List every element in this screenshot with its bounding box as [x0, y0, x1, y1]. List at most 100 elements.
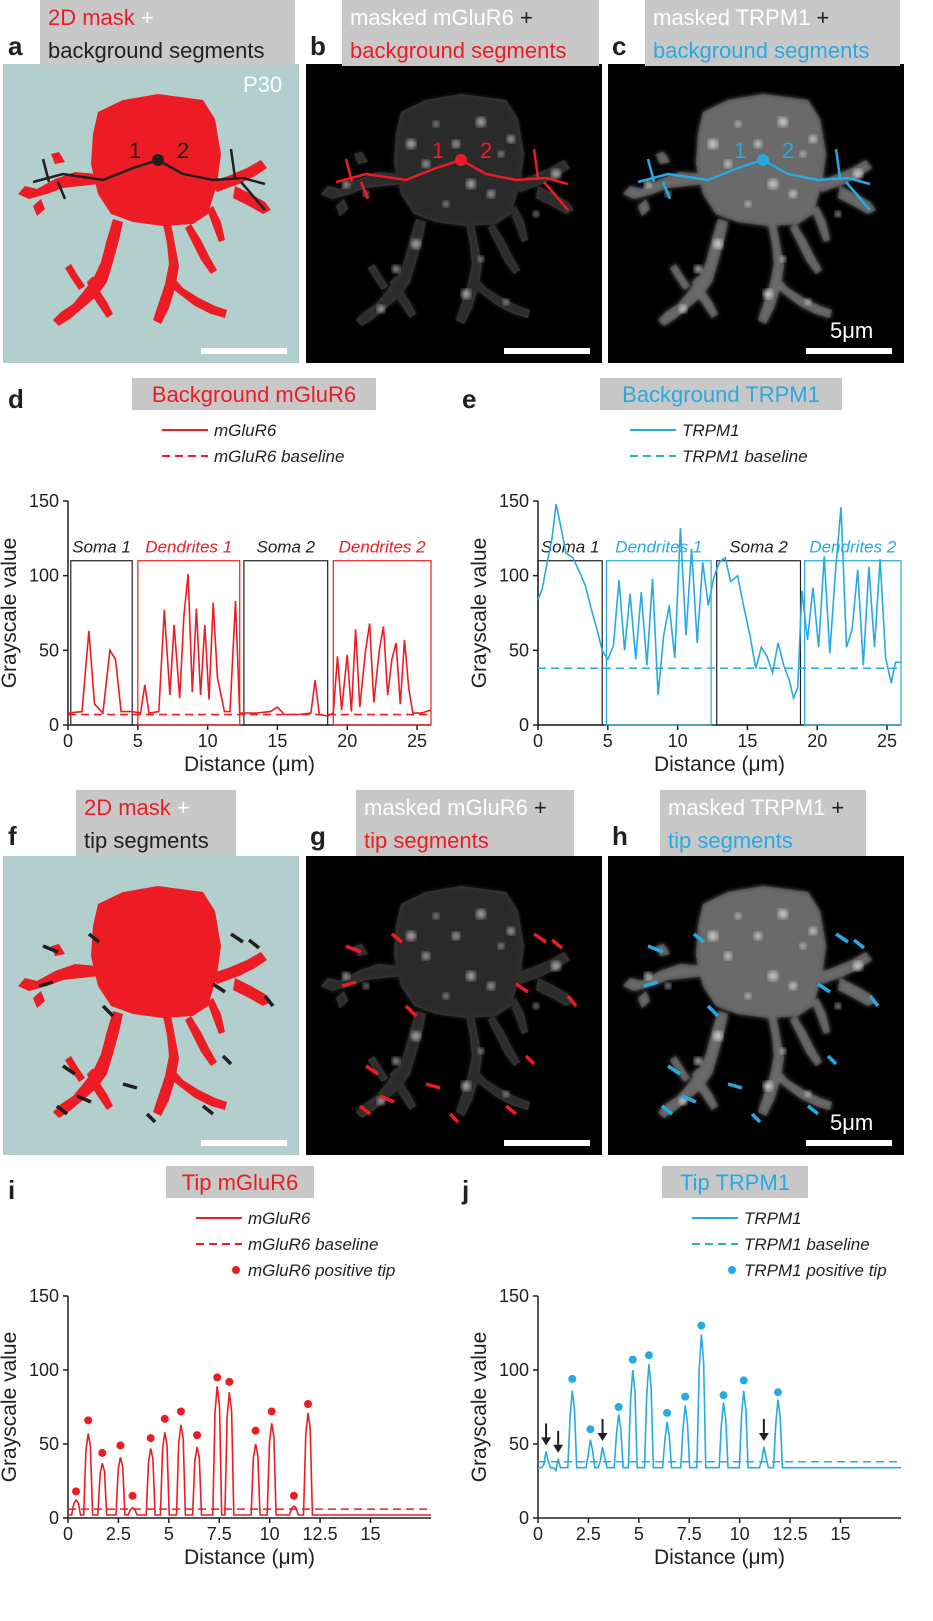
y-tick-label: 150: [499, 491, 529, 511]
puncta: [466, 179, 476, 189]
x-tick-label: 15: [830, 1524, 850, 1544]
puncta: [713, 1031, 723, 1041]
tip-segment: [230, 932, 244, 944]
puncta: [533, 211, 539, 217]
x-tick-label: 20: [807, 731, 827, 751]
puncta: [342, 180, 350, 188]
tip-segment: [221, 1054, 233, 1066]
tip-segment: [750, 1112, 762, 1124]
region-label: Dendrites 2: [809, 538, 896, 557]
x-axis-label: Distance (μm): [184, 753, 315, 776]
background-segment-branches: [646, 148, 871, 211]
positive-tip-dot: [72, 1487, 81, 1496]
region-label: Soma 1: [72, 538, 131, 557]
y-axis-label: Grayscale value: [0, 538, 21, 689]
y-tick-label: 0: [519, 1508, 529, 1528]
segment-label-1: 1: [734, 138, 746, 163]
tip-segment: [692, 932, 706, 944]
header-box-b-2: [342, 33, 599, 66]
series-line: [68, 1386, 431, 1516]
x-tick-label: 0: [533, 731, 543, 751]
puncta: [533, 1003, 539, 1009]
x-tick-label: 12.5: [773, 1524, 808, 1544]
scale-bar: [504, 1140, 590, 1146]
header-item-c: masked TRPM1: [653, 5, 810, 30]
puncta: [708, 139, 718, 149]
positive-tip-dot: [213, 1373, 222, 1382]
puncta: [735, 913, 741, 919]
puncta: [461, 289, 471, 299]
puncta: [551, 961, 561, 971]
puncta: [644, 180, 652, 188]
positive-tip-dot: [193, 1431, 202, 1440]
puncta: [503, 1091, 509, 1097]
header-plus-c: +: [810, 5, 829, 30]
puncta: [461, 1081, 471, 1091]
image-panel-c: 1 2 5μm: [608, 64, 904, 363]
y-axis-label: Grayscale value: [0, 1332, 21, 1483]
puncta: [507, 927, 515, 935]
image-panel-h: 5μm: [608, 856, 904, 1155]
x-tick-label: 0: [533, 1524, 543, 1544]
segment-label-1: 1: [129, 138, 141, 163]
region-label: Dendrites 1: [145, 538, 232, 557]
puncta: [452, 932, 460, 940]
panel-label-a: a: [8, 31, 23, 61]
chart-title-box: [166, 1166, 314, 1198]
y-tick-label: 100: [29, 1360, 59, 1380]
puncta: [487, 982, 495, 990]
tip-segment: [566, 994, 578, 1008]
positive-tip-dot: [586, 1425, 595, 1434]
segment-junction-dot: [455, 154, 467, 166]
puncta: [665, 983, 671, 989]
header-item-a: 2D mask: [48, 5, 136, 30]
segment-label-2: 2: [177, 138, 189, 163]
puncta: [835, 1003, 841, 1009]
header-line1-f: 2D mask +: [84, 795, 190, 820]
x-tick-label: 0: [63, 731, 73, 751]
chart-title-box: [662, 1166, 808, 1198]
tip-segment: [38, 980, 54, 988]
x-tick-label: 25: [407, 731, 427, 751]
segment-label-1: 1: [432, 138, 444, 163]
region-box: [137, 560, 241, 726]
y-tick-label: 100: [499, 1360, 529, 1380]
x-tick-label: 10: [730, 1524, 750, 1544]
y-tick-label: 100: [499, 566, 529, 586]
series-line: [538, 1334, 901, 1473]
positive-tip-dot: [176, 1407, 185, 1416]
puncta: [392, 265, 400, 273]
region-box: [804, 560, 902, 726]
x-tick-label: 5: [164, 1524, 174, 1544]
header-box-c-2: [645, 33, 900, 66]
y-tick-label: 50: [39, 1434, 59, 1454]
tip-segment: [868, 994, 880, 1008]
tip-segment: [524, 1054, 536, 1066]
tip-segment: [55, 1104, 69, 1116]
positive-tip-dot: [84, 1416, 93, 1425]
legend-swatch-dot: [232, 1266, 240, 1274]
positive-tip-dot: [267, 1407, 276, 1416]
header-plus-b: +: [514, 5, 533, 30]
header-line2-h: tip segments: [668, 828, 793, 853]
y-tick-label: 50: [509, 1434, 529, 1454]
header-line1-c: masked TRPM1 +: [653, 5, 829, 30]
panel-label-j: j: [461, 1175, 469, 1205]
positive-tip-dot: [116, 1441, 125, 1450]
puncta: [503, 299, 509, 305]
legend-label: TRPM1 positive tip: [744, 1261, 887, 1280]
y-tick-label: 0: [49, 1508, 59, 1528]
x-tick-label: 2.5: [576, 1524, 601, 1544]
scale-bar: [504, 348, 590, 354]
x-tick-label: 15: [737, 731, 757, 751]
puncta: [498, 151, 504, 157]
puncta: [780, 256, 786, 262]
scale-bar: [806, 1140, 892, 1146]
tip-segment: [647, 944, 664, 954]
puncta: [422, 160, 430, 168]
positive-tip-dot: [644, 1351, 653, 1360]
puncta: [768, 179, 778, 189]
puncta: [433, 913, 439, 919]
chart-title-box: [132, 378, 376, 410]
puncta: [498, 943, 504, 949]
